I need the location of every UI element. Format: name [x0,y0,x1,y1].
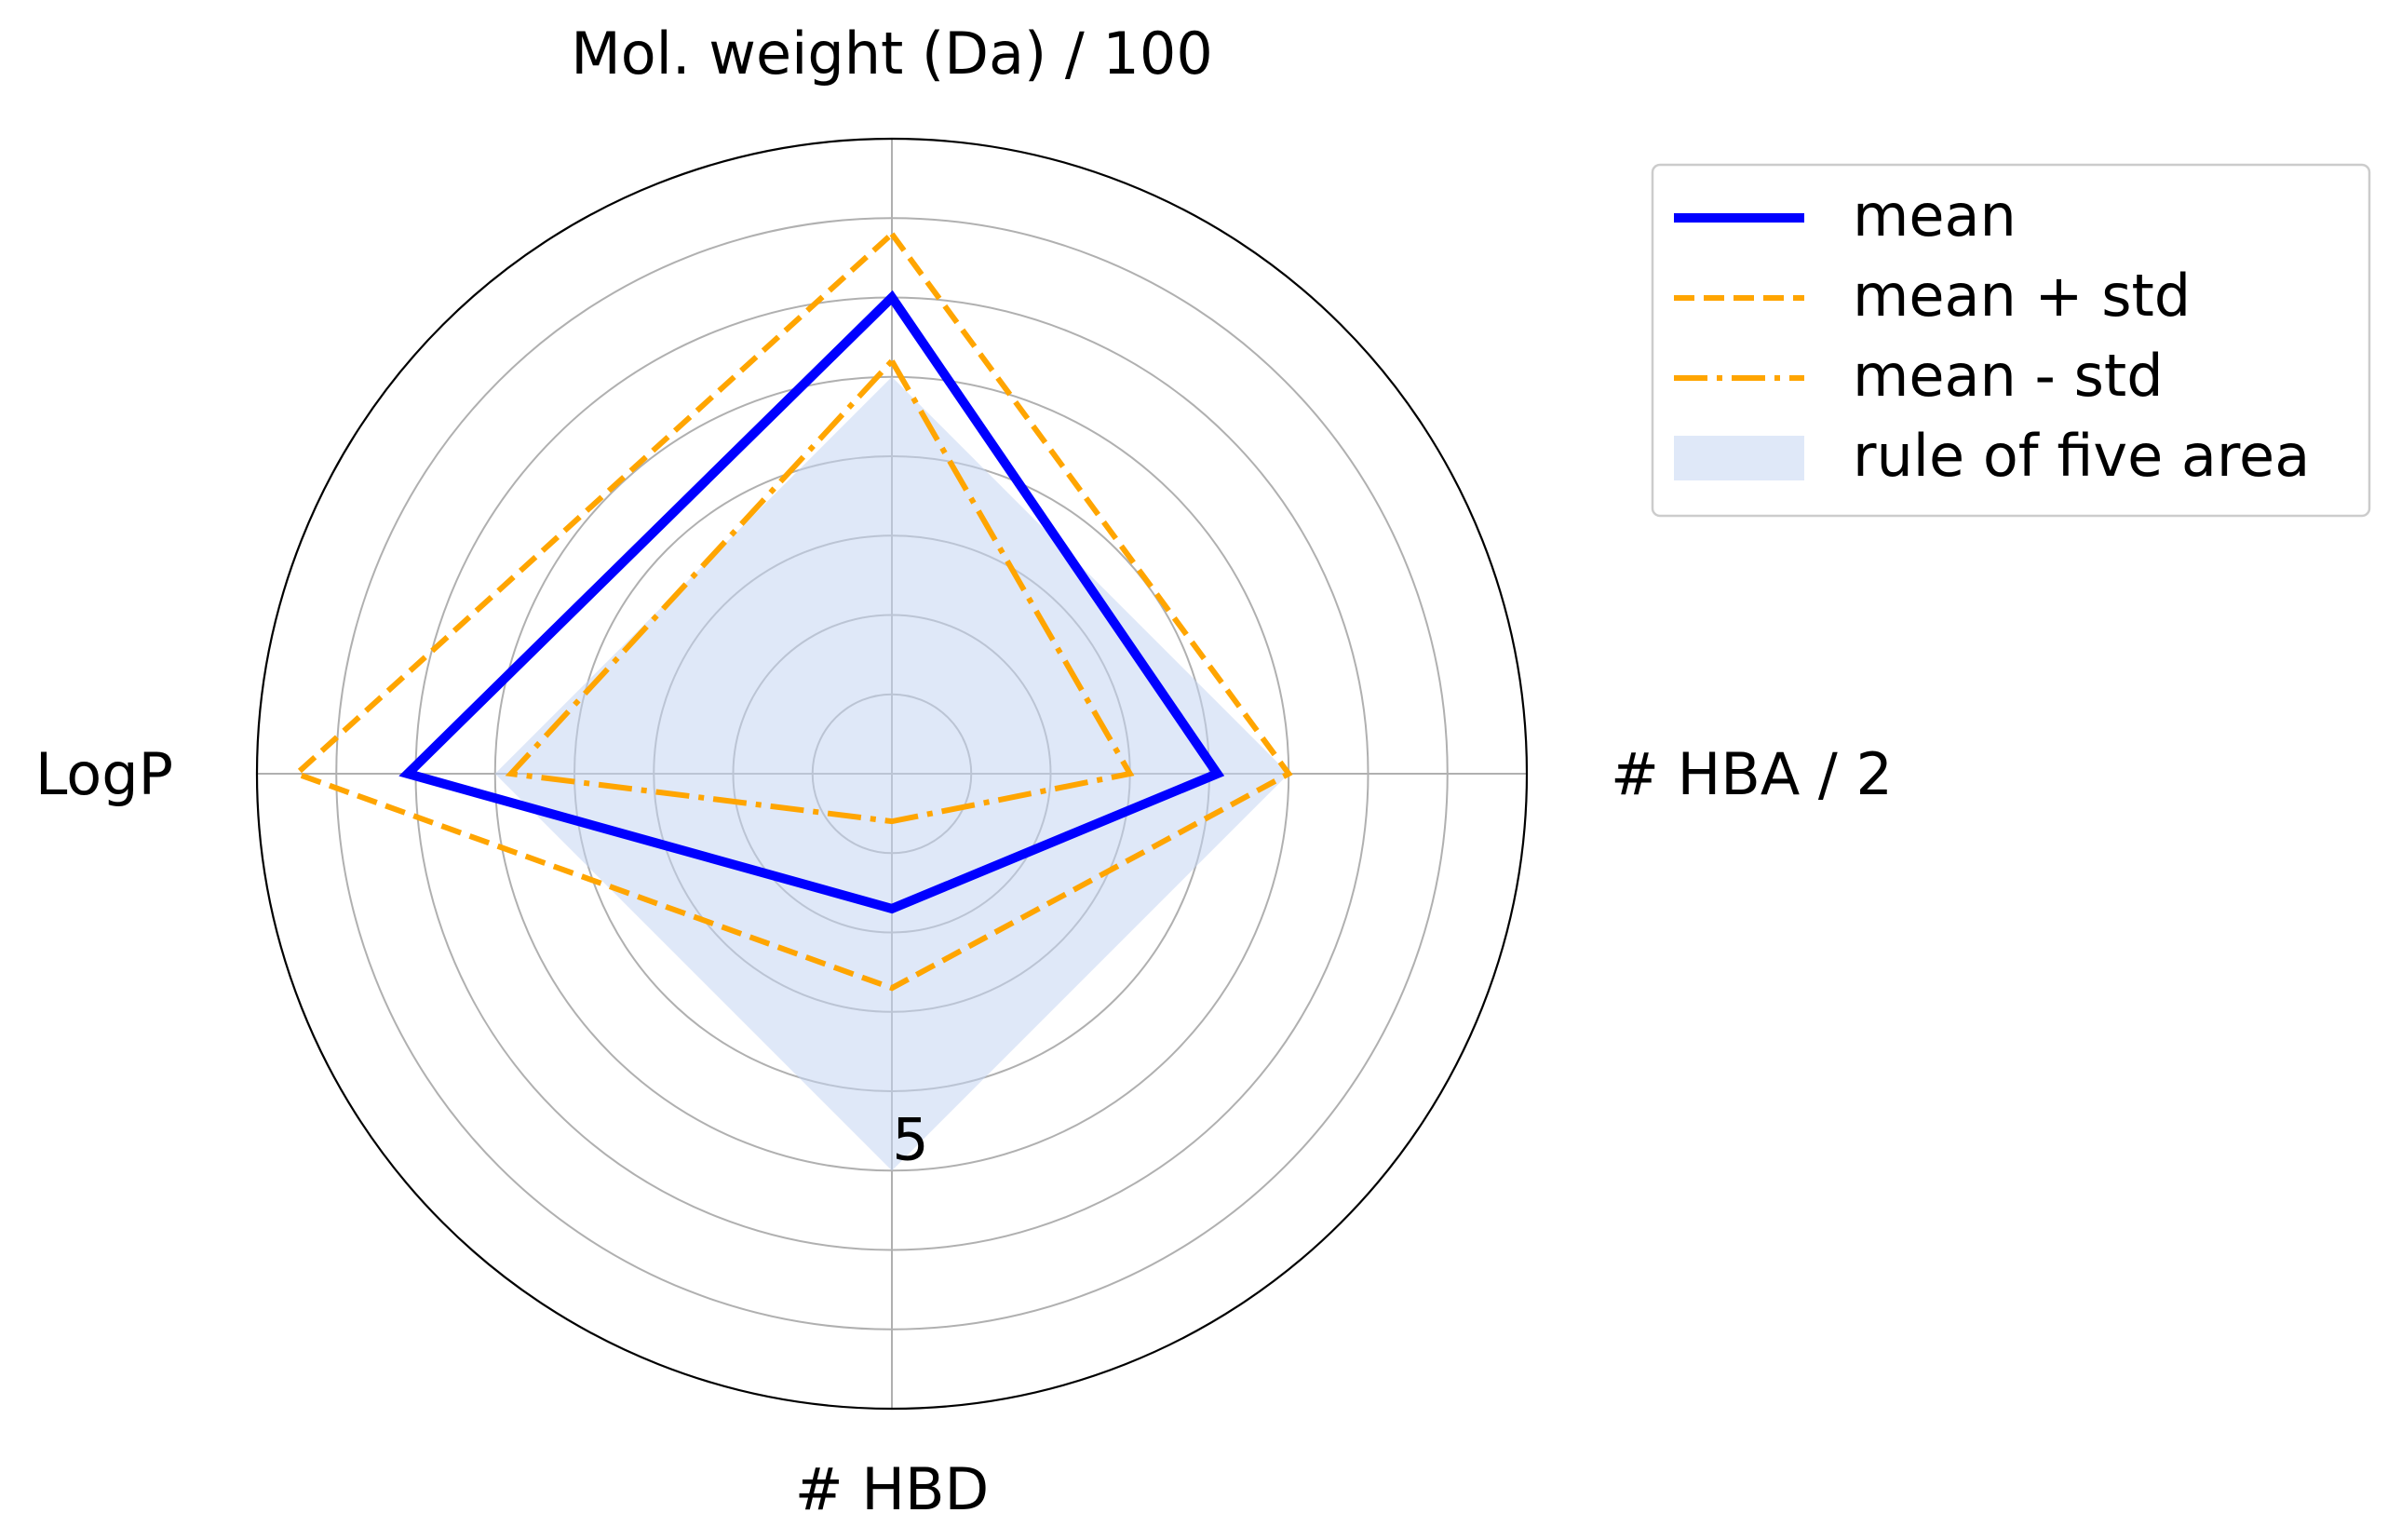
axis-label: Mol. weight (Da) / 100 [571,20,1213,88]
series-layer [290,229,1293,992]
axis-label: LogP [35,740,173,808]
series-line-mean-std [505,356,1135,825]
axis-label: # HBD [795,1455,990,1523]
legend-label-rule-of-five: rule of five area [1853,422,2310,490]
area-layer [494,376,1289,1171]
legend: mean mean + std mean - std rule of five … [1651,163,2371,518]
series-line-mean [398,290,1225,914]
label-layer: Mol. weight (Da) / 100 # HBA / 2 # HBD LogP… [35,20,1893,1523]
legend-label-mean-minus-std: mean - std [1853,342,2164,410]
series-line-mean-std [290,229,1293,992]
legend-label-mean-plus-std: mean + std [1853,262,2191,330]
legend-frame [1651,163,2371,518]
rule-of-five-area [494,376,1289,1171]
outer-frame [255,137,1529,1411]
legend-swatch-rule-of-five [1674,436,1804,480]
radial-tick-label: 5 [892,1105,928,1173]
legend-label-mean: mean [1853,182,2017,250]
axis-label: # HBA / 2 [1611,740,1893,808]
